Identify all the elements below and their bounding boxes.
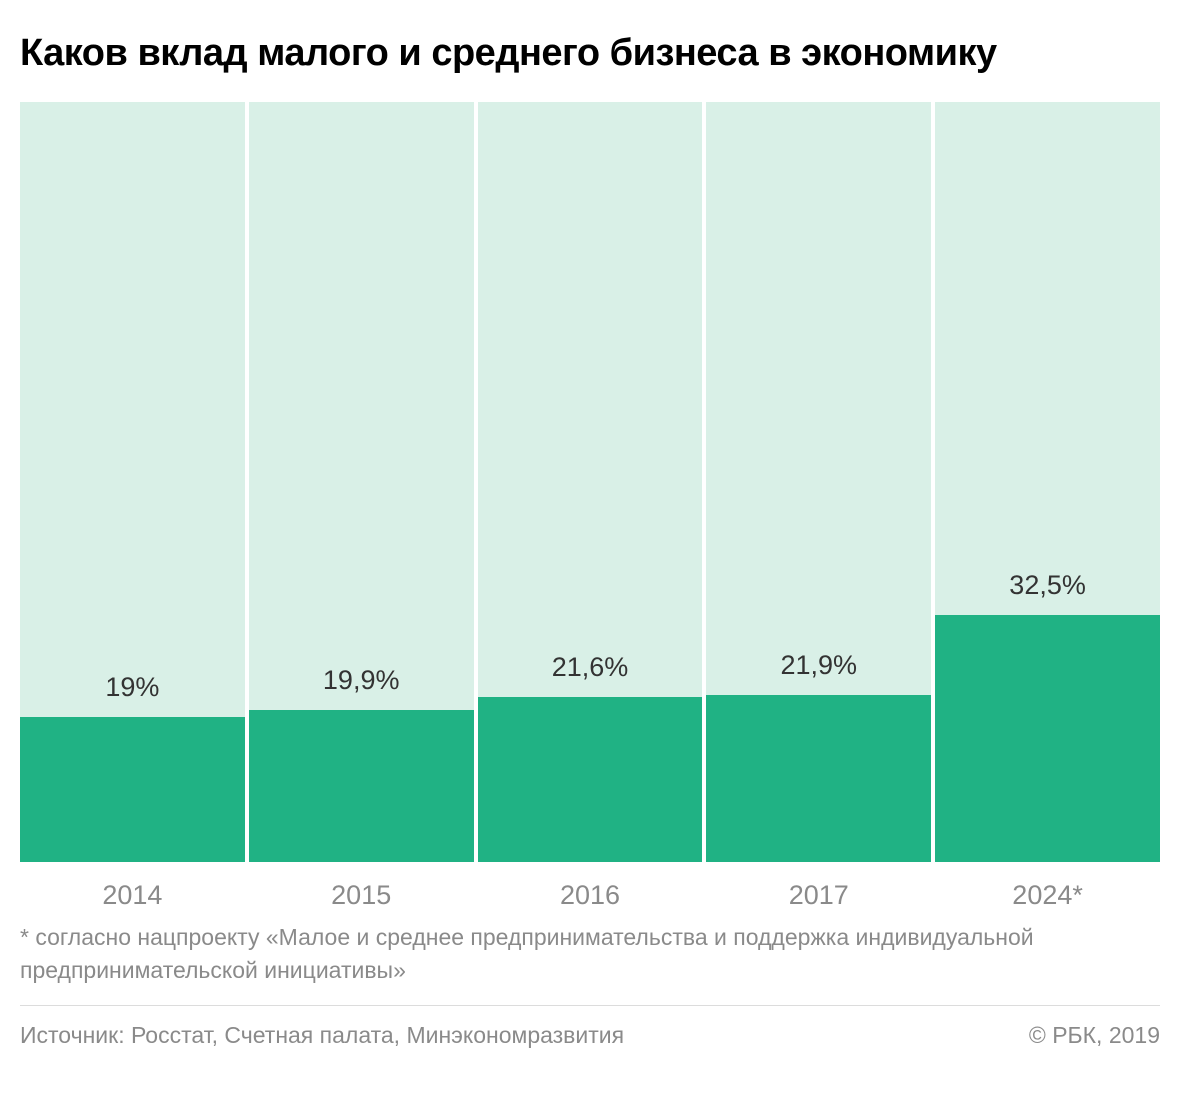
bar-column: 32,5% — [935, 102, 1160, 862]
copyright-label: © РБК, 2019 — [1029, 1022, 1160, 1049]
footnote: * согласно нацпроекту «Малое и среднее п… — [20, 921, 1160, 1007]
bar-value-label: 32,5% — [935, 570, 1160, 601]
bar-foreground — [478, 697, 703, 861]
bar-foreground — [20, 717, 245, 861]
bar-value-label: 21,6% — [478, 652, 703, 683]
x-axis-tick: 2017 — [706, 880, 931, 911]
x-axis-tick: 2016 — [478, 880, 703, 911]
x-axis-tick: 2015 — [249, 880, 474, 911]
bar-column: 19% — [20, 102, 245, 862]
bar-value-label: 21,9% — [706, 650, 931, 681]
chart-title: Каков вклад малого и среднего бизнеса в … — [20, 30, 1160, 78]
bar-foreground — [935, 615, 1160, 862]
x-axis: 20142015201620172024* — [20, 880, 1160, 911]
bar-column: 19,9% — [249, 102, 474, 862]
bar-column: 21,9% — [706, 102, 931, 862]
chart-area: 19%19,9%21,6%21,9% 32,5% — [20, 102, 1160, 862]
x-axis-tick: 2024* — [935, 880, 1160, 911]
bar-value-label: 19,9% — [249, 665, 474, 696]
bar-value-label: 19% — [20, 672, 245, 703]
bar-foreground — [706, 695, 931, 861]
footer-row: Источник: Росстат, Счетная палата, Минэк… — [20, 1022, 1160, 1049]
bar-foreground — [249, 710, 474, 861]
bar-column: 21,6% — [478, 102, 703, 862]
source-label: Источник: Росстат, Счетная палата, Минэк… — [20, 1022, 624, 1049]
x-axis-tick: 2014 — [20, 880, 245, 911]
